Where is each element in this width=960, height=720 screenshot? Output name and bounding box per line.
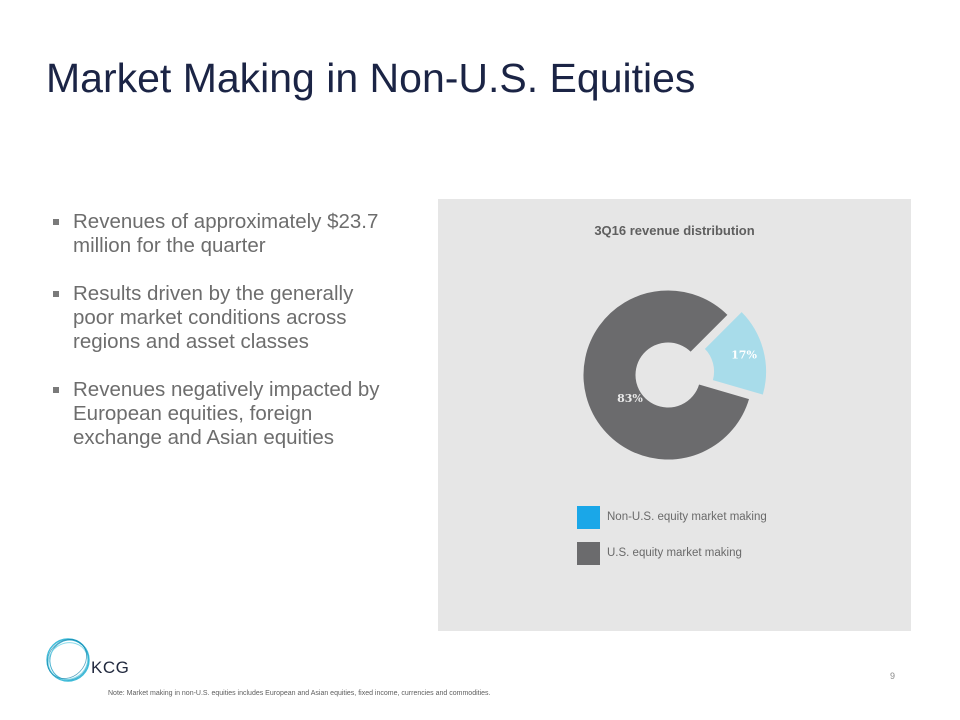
square-bullet-icon (53, 291, 59, 297)
legend-label: U.S. equity market making (607, 547, 742, 559)
legend-item-us: U.S. equity market making (577, 541, 767, 565)
bullet-item: Results driven by the generally poor mar… (50, 282, 400, 354)
page-number: 9 (890, 671, 896, 681)
donut-chart: 17% 83% (582, 289, 768, 461)
bullet-list: Revenues of approximately $23.7 million … (50, 210, 400, 474)
footnote: Note: Market making in non-U.S. equities… (108, 690, 491, 697)
page-title: Market Making in Non-U.S. Equities (46, 55, 696, 101)
kcg-logo: KCG (44, 634, 164, 690)
bullet-item: Revenues negatively impacted by European… (50, 378, 400, 450)
chart-panel: 3Q16 revenue distribution 17% 83% Non-U.S… (438, 199, 911, 631)
slice-data-label: 17% (731, 348, 757, 361)
legend-swatch (577, 541, 600, 565)
legend-item-non-us: Non-U.S. equity market making (577, 505, 767, 529)
donut-slice (703, 310, 768, 396)
slice-data-label: 83% (617, 392, 643, 405)
donut-slice (582, 289, 751, 461)
bullet-text: Results driven by the generally poor mar… (73, 282, 354, 353)
kcg-ring-logo-icon (46, 638, 90, 682)
chart-legend: Non-U.S. equity market making U.S. equit… (577, 505, 767, 577)
bullet-item: Revenues of approximately $23.7 million … (50, 210, 400, 258)
square-bullet-icon (53, 219, 59, 225)
legend-swatch (577, 505, 600, 529)
logo-text: KCG (91, 658, 130, 677)
square-bullet-icon (53, 387, 59, 393)
bullet-text: Revenues of approximately $23.7 million … (73, 210, 379, 257)
legend-label: Non-U.S. equity market making (607, 511, 767, 523)
chart-title: 3Q16 revenue distribution (594, 223, 755, 238)
bullet-text: Revenues negatively impacted by European… (73, 378, 380, 449)
